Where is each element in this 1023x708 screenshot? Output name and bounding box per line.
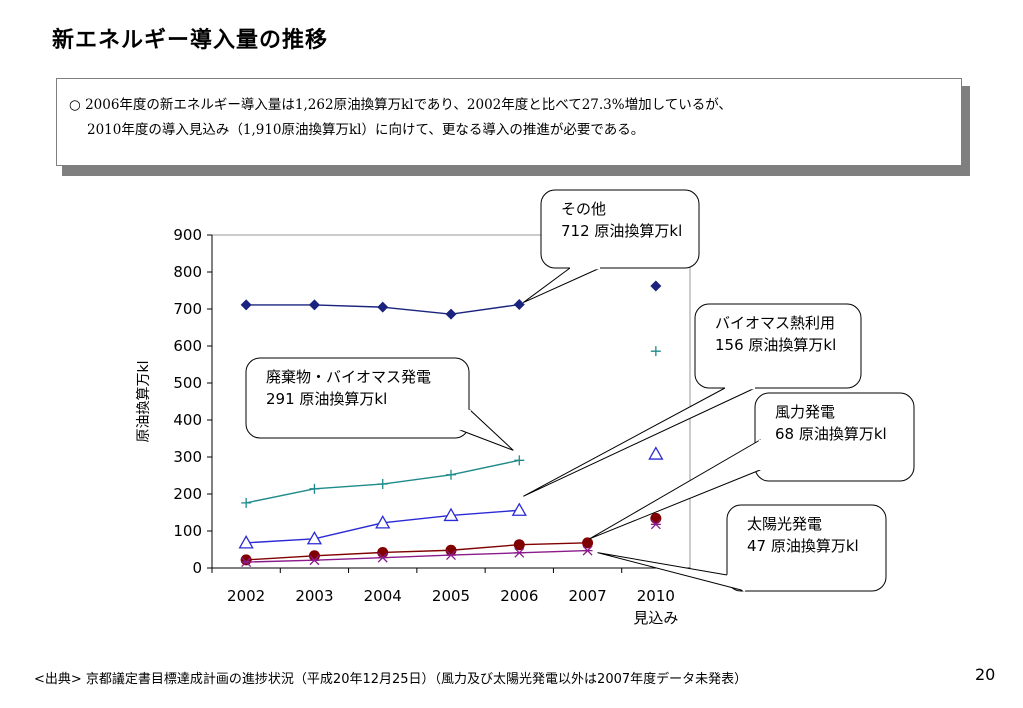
data-point [648,446,664,460]
data-point [446,550,456,561]
x-tick-label: 2006 [500,587,538,605]
callout-tail-join [726,574,746,592]
callout-tail-join [458,409,472,431]
callout-1: 廃棄物・バイオマス発電 291 原油換算万kl [245,357,514,451]
y-tick-label: 600 [173,337,202,355]
callout-label: 風力発電 [775,403,835,421]
callout-box [694,303,862,389]
callout-value: 47 原油換算万kl [747,537,859,555]
page-number: 20 [975,665,996,684]
x-tick-label: 2002 [227,587,265,605]
x-tick-label: 2003 [295,587,333,605]
data-point [377,552,388,563]
callout-label: 廃棄物・バイオマス発電 [266,368,431,386]
y-tick-label: 300 [173,448,202,466]
series-2 [238,446,664,549]
source-note: <出典> 京都議定書目標達成計画の進捗状況（平成20年12月25日）（風力及び太… [34,672,748,687]
y-tick-label: 100 [173,522,202,540]
callout-4: 太陽光発電 47 原油換算万kl [597,504,887,592]
x-tick-label: 2005 [432,587,470,605]
callout-value: 712 原油換算万kl [561,222,682,240]
summary-line-1: ○ 2006年度の新エネルギー導入量は1,262原油換算万klであり、2002年… [69,97,732,113]
callout-box [754,392,915,482]
callout-3: 風力発電 68 原油換算万kl [589,392,915,540]
data-point [514,455,525,466]
data-point [650,512,662,524]
data-point [446,469,456,480]
data-point [582,537,594,549]
callout-box [726,504,887,592]
y-tick-label: 800 [173,263,202,281]
data-point [309,483,320,494]
data-point [308,550,320,562]
callout-group: その他 712 原油換算万kl 廃棄物・バイオマス発電 291 原油換算万kl バイオマ… [245,189,915,592]
callout-2: バイオマス熱利用 156 原油換算万kl [523,303,862,497]
data-point [241,497,252,508]
series-1 [241,346,661,508]
data-point [238,535,254,549]
series-line [246,549,588,563]
callout-value: 291 原油換算万kl [266,390,387,408]
data-point [377,301,389,313]
data-point [650,280,662,292]
x-tick-label: 2004 [364,587,402,605]
data-point [308,299,320,311]
series-group [238,280,664,568]
series-line [246,542,588,561]
data-point [513,539,525,551]
data-point [306,530,323,545]
data-point [240,299,252,311]
data-point [445,308,457,320]
y-tick-label: 200 [173,485,202,503]
page-title: 新エネルギー導入量の推移 [52,28,329,53]
data-point [309,555,320,566]
data-point [241,557,252,568]
callout-label: その他 [561,200,606,218]
data-point [582,545,593,556]
data-point [377,546,389,558]
x-tick-sublabel: 見込み [633,609,678,627]
x-tick-label: 2010 [637,587,675,605]
data-point [445,544,457,556]
callout-box [540,189,700,269]
data-point [513,299,525,311]
y-tick-label: 0 [192,559,202,577]
data-point [240,554,252,566]
series-0 [240,280,662,320]
data-point [650,519,661,530]
callout-value: 68 原油換算万kl [775,425,887,443]
callout-value: 156 原油換算万kl [715,336,836,354]
callout-label: 太陽光発電 [747,515,822,533]
callout-label: バイオマス熱利用 [715,314,835,332]
data-point [375,515,391,529]
series-4 [241,519,661,568]
x-tick-label: 2007 [568,587,606,605]
data-point [514,547,525,558]
summary-line-2: 2010年度の導入見込み（1,910原油換算万kl）に向けて、更なる導入の推進が… [87,122,645,138]
callout-0: その他 712 原油換算万kl [522,189,700,304]
y-tick-label: 400 [173,411,202,429]
data-point [377,479,388,490]
data-point [650,346,661,357]
y-tick-label: 900 [173,226,202,244]
y-tick-label: 500 [173,374,202,392]
callout-box [245,357,470,439]
y-axis-label: 原油換算万kl [136,361,152,443]
summary-box: ○ 2006年度の新エネルギー導入量は1,262原油換算万klであり、2002年… [56,78,962,166]
data-point [443,507,459,522]
y-tick-label: 700 [173,300,202,318]
data-point [511,502,527,516]
